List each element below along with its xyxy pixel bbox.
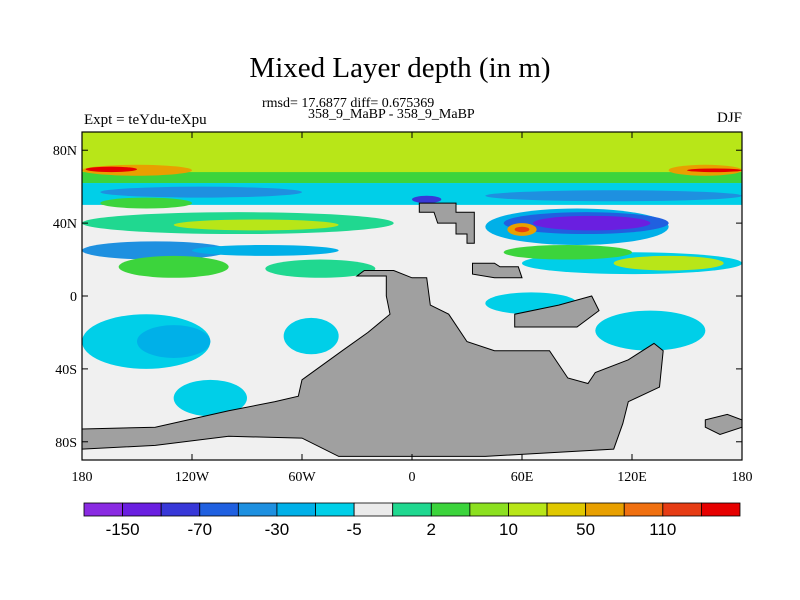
colorbar-box-15 <box>662 502 702 517</box>
colorbar-box-6 <box>315 502 355 517</box>
land-southeast-isle <box>704 413 742 436</box>
colorbar-box-4 <box>237 502 278 517</box>
x-tick-label: 120E <box>617 470 647 485</box>
axes: 180 120W 60W 0 60E 120E 180 80N 40N 0 40S 80S <box>53 132 753 485</box>
field-patch-6 <box>687 168 742 173</box>
colorbar-box-16 <box>701 502 741 517</box>
x-tick-label: 180 <box>732 470 753 485</box>
colorbar-box-13 <box>585 502 625 517</box>
x-tick-label: 120W <box>175 470 210 485</box>
field-patch-27 <box>137 325 211 358</box>
colorbar-box-11 <box>508 502 548 517</box>
colorbar-box-7 <box>353 502 394 517</box>
x-tick-label: 60E <box>511 470 534 485</box>
colorbar-box-10 <box>469 502 509 517</box>
season-label: DJF <box>716 110 742 126</box>
colorbar-label: -5 <box>347 520 362 539</box>
field-patch-12 <box>173 219 339 231</box>
colorbar-box-12 <box>546 502 587 517</box>
colorbar-label: -150 <box>106 520 140 539</box>
field-patch-24 <box>514 226 530 233</box>
y-tick-label: 40N <box>53 217 77 232</box>
field-patch-25 <box>412 195 442 204</box>
colorbar-box-8 <box>392 502 432 517</box>
land-north-plateau <box>418 202 475 244</box>
field-patch-4 <box>85 166 137 173</box>
colorbar-label: 50 <box>576 520 595 539</box>
field-patch-16 <box>192 244 339 256</box>
colorbar: -150 -70 -30 -5 2 10 50 110 <box>83 502 741 539</box>
land-mask <box>82 202 742 457</box>
land-east-arm <box>514 295 600 328</box>
colorbar-box-14 <box>623 502 664 517</box>
colorbar-label: 10 <box>499 520 518 539</box>
colorbar-box-5 <box>276 502 316 517</box>
field-patch-18 <box>613 255 724 271</box>
y-tick-label: 80N <box>53 144 77 159</box>
x-tick-label: 60W <box>288 470 316 485</box>
field-patch-15 <box>265 259 376 278</box>
x-tick-label: 180 <box>72 470 93 485</box>
x-tick-label: 0 <box>409 470 416 485</box>
field-patch-8 <box>100 186 302 198</box>
field-band-2 <box>82 172 742 184</box>
field-patch-14 <box>118 255 229 278</box>
field-patch-30 <box>595 310 706 351</box>
field-patch-29 <box>283 317 339 355</box>
y-tick-label: 80S <box>55 436 77 451</box>
colorbar-box-0 <box>83 502 123 517</box>
colorbar-label: 110 <box>649 520 676 539</box>
chart-title: Mixed Layer depth (in m) <box>249 52 551 84</box>
colorbar-box-3 <box>199 502 239 517</box>
land-small-island <box>472 262 523 279</box>
field-patch-22 <box>533 215 651 231</box>
colorbar-label: -30 <box>265 520 290 539</box>
field-band-1 <box>82 132 742 180</box>
colorbar-label: -70 <box>187 520 212 539</box>
land-south-supercontinent <box>82 270 664 457</box>
experiment-label: Expt = teYdu-teXpu <box>84 112 207 128</box>
y-tick-label: 40S <box>55 363 77 378</box>
chart-subtitle: 358_9_MaBP - 358_9_MaBP <box>308 107 475 122</box>
field-patch-28 <box>173 379 247 417</box>
field-patch-19 <box>503 244 632 260</box>
stats-text: rmsd= 17.6877 diff= 0.675369 <box>262 96 435 111</box>
colorbar-box-1 <box>122 502 162 517</box>
colorbar-box-2 <box>160 502 201 517</box>
field-patch-9 <box>485 190 742 202</box>
field-patch-13 <box>82 241 229 260</box>
y-tick-label: 0 <box>70 290 77 305</box>
colorbar-box-9 <box>430 502 471 517</box>
colorbar-label: 2 <box>427 520 436 539</box>
field-patch-10 <box>100 197 192 209</box>
